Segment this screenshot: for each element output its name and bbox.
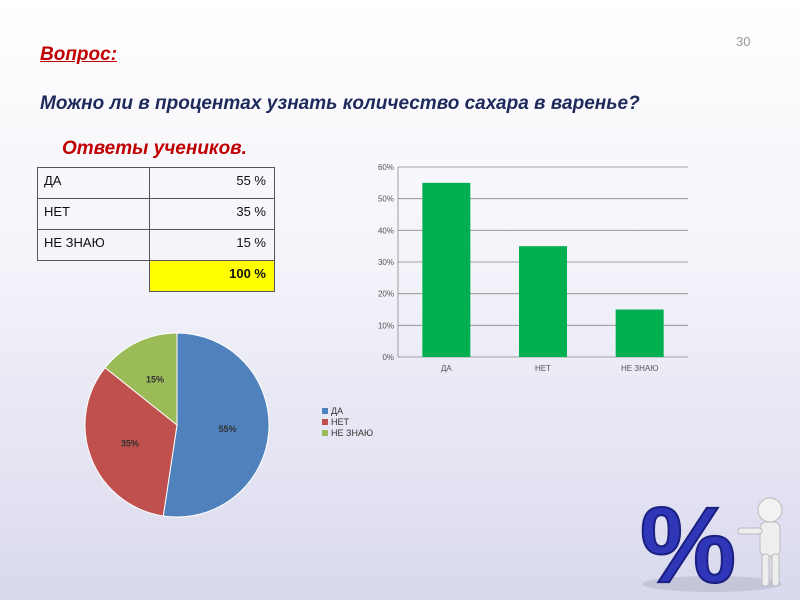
percent-sign-figure-icon: %	[639, 483, 783, 600]
pie-slice	[84, 366, 178, 517]
pie-chart: 55% 35% 15%	[84, 332, 270, 518]
y-tick-label: 10%	[378, 321, 394, 330]
bar-chart: 0% 10% 20% 30% 40% 50% 60% ДА НЕТ НЕ ЗНАЮ	[378, 163, 688, 373]
y-tick-label: 40%	[378, 226, 394, 235]
pie-data-label: 55%	[218, 424, 236, 434]
table-row: НЕ ЗНАЮ 15 %	[37, 229, 275, 261]
pie-slice	[162, 332, 270, 518]
y-tick-label: 30%	[378, 258, 394, 267]
row-label: НЕТ	[37, 198, 150, 230]
pie-slice	[104, 332, 178, 427]
row-label: НЕ ЗНАЮ	[37, 229, 150, 261]
slide-number: 30	[736, 34, 751, 49]
legend-swatch	[322, 408, 328, 414]
y-tick-label: 0%	[382, 353, 394, 362]
legend-swatch	[322, 419, 328, 425]
bar	[615, 309, 664, 357]
row-value: 35 %	[149, 198, 275, 230]
legend-label: НЕ ЗНАЮ	[331, 428, 373, 438]
question-text: Можно ли в процентах узнать количество с…	[40, 93, 640, 114]
pie-data-label: 15%	[146, 374, 164, 384]
x-tick-label: НЕТ	[535, 364, 551, 373]
answers-title: Ответы учеников.	[62, 138, 247, 159]
table-row: НЕТ 35 %	[37, 198, 275, 230]
bar	[422, 182, 471, 357]
legend-label: НЕТ	[331, 417, 350, 427]
bar	[519, 246, 567, 357]
question-label: Вопрос:	[40, 44, 118, 65]
row-label: ДА	[37, 167, 150, 199]
y-tick-label: 20%	[378, 290, 394, 299]
answers-table: ДА 55 % НЕТ 35 % НЕ ЗНАЮ 15 % 100 %	[37, 167, 275, 292]
y-tick-label: 50%	[378, 195, 394, 204]
legend-swatch	[322, 430, 328, 436]
x-tick-label: ДА	[441, 364, 452, 373]
table-row-total: 100 %	[38, 260, 275, 292]
y-tick-label: 60%	[378, 163, 394, 172]
legend-label: ДА	[331, 406, 343, 416]
svg-text:%: %	[640, 484, 736, 600]
total-cell: 100 %	[149, 260, 275, 292]
pie-data-label: 35%	[121, 438, 139, 448]
x-tick-label: НЕ ЗНАЮ	[621, 364, 658, 373]
row-value: 15 %	[149, 229, 275, 261]
